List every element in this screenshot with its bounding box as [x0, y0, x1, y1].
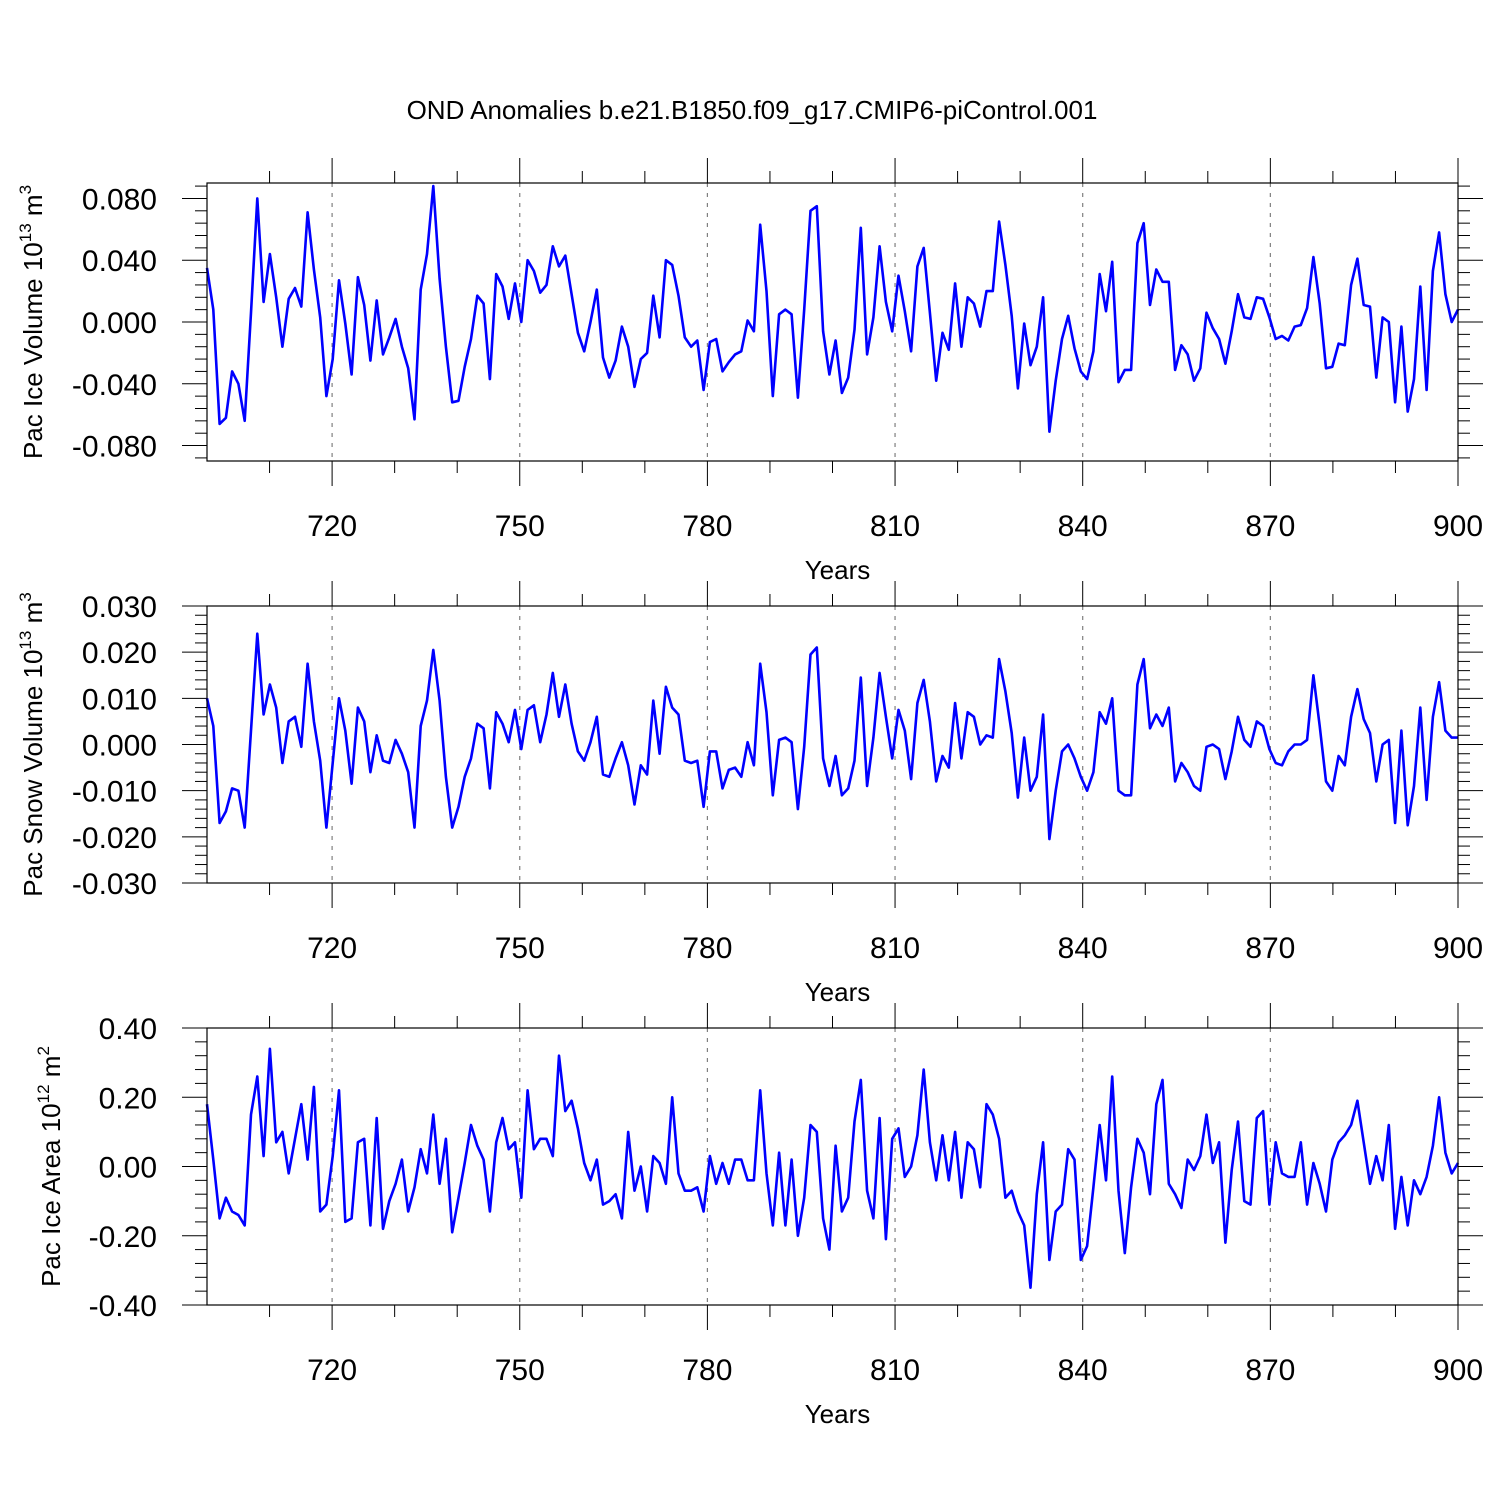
x-tick-label: 870 — [1245, 510, 1295, 543]
y-tick-label: 0.000 — [82, 730, 157, 763]
x-tick-label: 900 — [1433, 1354, 1483, 1387]
x-tick-label: 780 — [682, 1354, 732, 1387]
y-axis-label: Pac Ice Area 1012 m2 — [34, 1046, 66, 1287]
y-tick-label: 0.020 — [82, 637, 157, 670]
x-tick-label: 840 — [1058, 510, 1108, 543]
x-tick-label: 840 — [1058, 932, 1108, 965]
series-line-pac-snow-volume — [205, 632, 1458, 841]
y-tick-label: -0.20 — [89, 1221, 157, 1254]
y-tick-label: -0.40 — [89, 1290, 157, 1323]
series-line-pac-ice-volume — [205, 184, 1460, 434]
x-tick-label: 750 — [495, 510, 545, 543]
x-tick-label: 780 — [682, 510, 732, 543]
series-line-pac-ice-area — [205, 1047, 1460, 1289]
chart-panel-1: 720 750 780 810 840 870 900 0.080 0.040 0.000 -0.0… — [16, 158, 1483, 585]
y-tick-label: -0.030 — [72, 868, 157, 901]
x-tick-label: 900 — [1433, 932, 1483, 965]
y-tick-label: -0.020 — [72, 822, 157, 855]
x-tick-label: 870 — [1245, 1354, 1295, 1387]
y-tick-label: 0.00 — [99, 1152, 157, 1185]
figure-title: OND Anomalies b.e21.B1850.f09_g17.CMIP6-… — [407, 95, 1098, 125]
x-tick-label: 720 — [307, 932, 357, 965]
y-tick-label: 0.20 — [99, 1082, 157, 1115]
x-tick-label: 810 — [870, 932, 920, 965]
x-axis-label: Years — [805, 555, 871, 585]
chart-panel-2: 720 750 780 810 840 870 900 0.030 0.020 0.010 0.00… — [16, 581, 1483, 1007]
y-tick-label: -0.040 — [72, 369, 157, 402]
x-axis-label: Years — [805, 1399, 871, 1429]
x-tick-label: 720 — [307, 510, 357, 543]
plot-frame — [206, 1027, 1459, 1306]
x-tick-label: 750 — [495, 932, 545, 965]
y-tick-label: 0.040 — [82, 245, 157, 278]
x-tick-label: 810 — [870, 1354, 920, 1387]
x-tick-label: 870 — [1245, 932, 1295, 965]
x-tick-label: 840 — [1058, 1354, 1108, 1387]
y-tick-label: 0.030 — [82, 591, 157, 624]
y-tick-label: -0.080 — [72, 431, 157, 464]
x-tick-label: 750 — [495, 1354, 545, 1387]
y-tick-label: 0.080 — [82, 183, 157, 216]
y-tick-label: 0.000 — [82, 307, 157, 340]
y-axis-label: Pac Ice Volume 1013 m3 — [16, 185, 48, 459]
x-tick-label: 900 — [1433, 510, 1483, 543]
x-tick-label: 780 — [682, 932, 732, 965]
x-tick-label: 720 — [307, 1354, 357, 1387]
plot-frame — [206, 182, 1459, 462]
y-tick-label: 0.40 — [99, 1013, 157, 1046]
plot-frame — [206, 605, 1459, 884]
y-axis-label: Pac Snow Volume 1013 m3 — [16, 592, 48, 896]
chart-panel-3: 720 750 780 810 840 870 900 0.40 0.20 0.00 -0.20 -0… — [34, 1003, 1483, 1429]
x-axis-label: Years — [805, 977, 871, 1007]
y-tick-label: 0.010 — [82, 683, 157, 716]
y-tick-label: -0.010 — [72, 776, 157, 809]
x-tick-label: 810 — [870, 510, 920, 543]
